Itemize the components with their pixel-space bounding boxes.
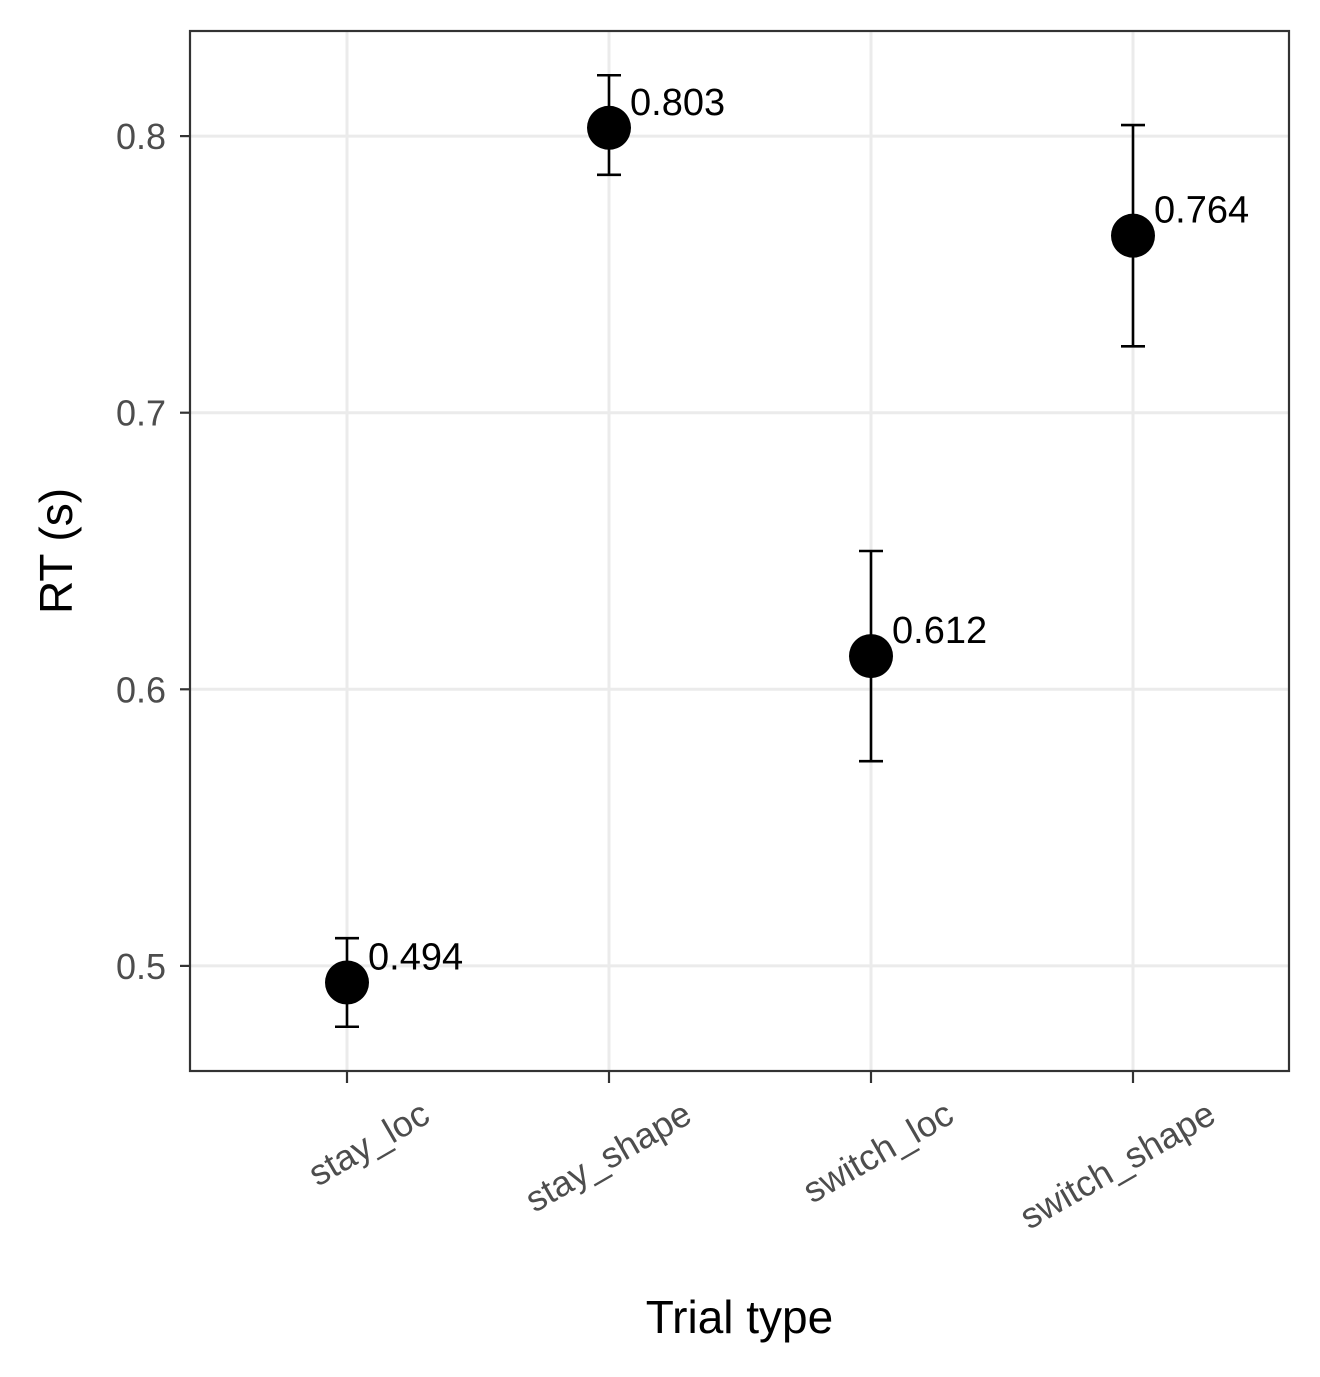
data-point [1111,213,1155,258]
x-tick-label: switch_loc [796,1092,960,1211]
data-point [325,960,369,1005]
y-tick-label: 0.7 [116,393,166,434]
y-tick-label: 0.8 [116,116,166,157]
data-point [587,105,631,150]
y-tick-label: 0.6 [116,669,166,710]
x-tick-label: switch_shape [1013,1092,1222,1237]
data-point-group: 0.803 [587,73,725,177]
data-point [849,634,893,679]
y-tick-label: 0.5 [116,946,166,987]
data-label: 0.764 [1154,190,1249,232]
data-marks: 0.494 0.803 0.612 0.764 [325,73,1249,1029]
x-tick-label: stay_shape [518,1092,698,1220]
data-label: 0.494 [368,936,463,978]
axis-ticks: 0.5 0.6 0.7 0.8 stay_loc stay_shape switch_loc… [116,116,1222,1237]
y-axis-title: RT (s) [30,488,82,614]
data-point-group: 0.612 [849,549,987,763]
panel-border [188,29,1291,1073]
data-point-group: 0.764 [1111,123,1249,348]
data-label: 0.612 [892,610,987,652]
data-label: 0.803 [630,82,725,124]
gridlines [190,31,1289,1071]
x-axis-title: Trial type [646,1291,833,1343]
x-tick-label: stay_loc [301,1092,436,1194]
data-point-group: 0.494 [325,936,463,1029]
